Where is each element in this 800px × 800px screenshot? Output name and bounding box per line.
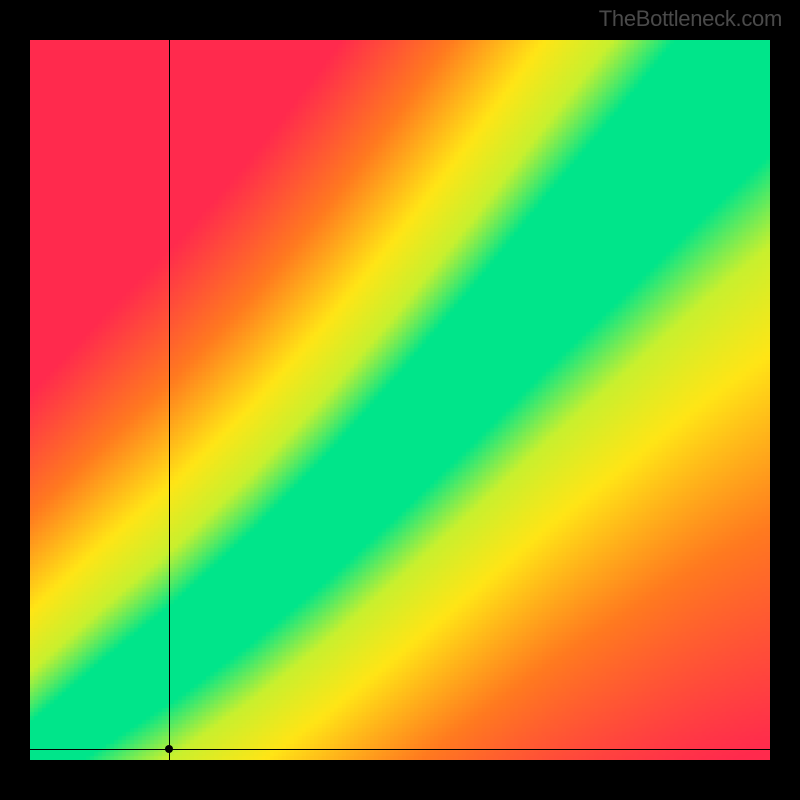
watermark-text: TheBottleneck.com <box>599 6 782 32</box>
chart-container: TheBottleneck.com <box>0 0 800 800</box>
heatmap-plot <box>30 40 770 760</box>
heatmap-canvas <box>30 40 770 760</box>
crosshair-horizontal <box>30 749 770 750</box>
crosshair-dot <box>165 745 173 753</box>
crosshair-vertical <box>169 40 170 760</box>
